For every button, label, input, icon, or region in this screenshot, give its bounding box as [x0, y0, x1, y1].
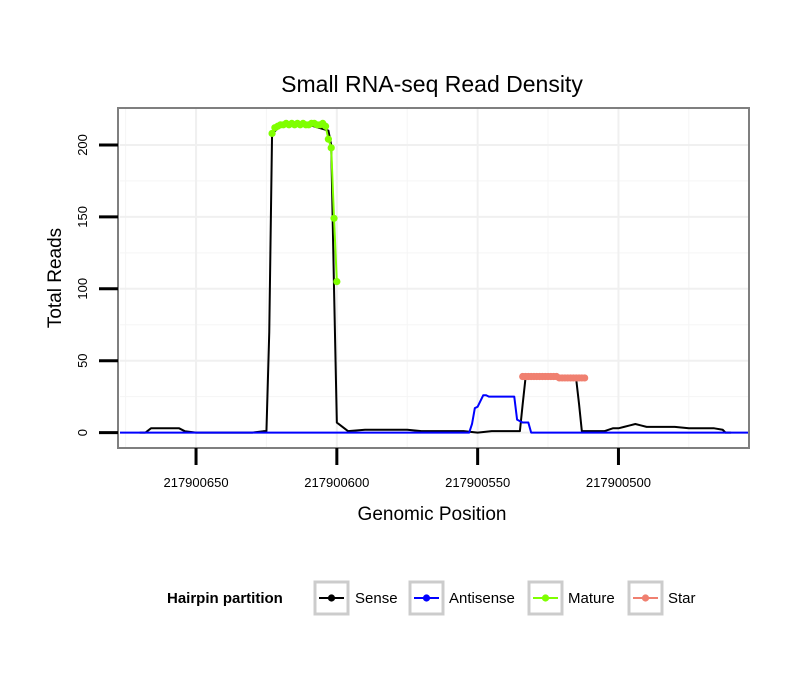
- x-axis-title: Genomic Position: [358, 504, 507, 525]
- data-point-star: [581, 374, 589, 382]
- legend-title: Hairpin partition: [167, 590, 283, 607]
- chart-title: Small RNA-seq Read Density: [281, 71, 583, 97]
- legend-label-star: Star: [668, 590, 696, 607]
- plot-panel: [117, 107, 750, 449]
- legend-key-point-sense: [327, 594, 336, 602]
- data-point-mature: [330, 214, 338, 222]
- y-axis-title: Total Reads: [45, 228, 66, 328]
- legend: Hairpin partition Sense Antisense Mature St…: [167, 580, 696, 616]
- series-points: [268, 119, 589, 382]
- data-point-mature: [327, 144, 335, 152]
- y-tick-label: 150: [75, 206, 90, 228]
- y-tick-label: 50: [75, 353, 90, 367]
- legend-key-point-mature: [541, 594, 550, 602]
- minor-gridlines: [120, 109, 748, 447]
- y-tick-label: 100: [75, 278, 90, 300]
- y-axis-ticks: 0 50 100 150 200: [75, 134, 118, 436]
- series-line-sense: [139, 123, 732, 434]
- x-tick-label: 217900500: [586, 475, 651, 490]
- data-point-mature: [333, 277, 341, 286]
- y-tick-label: 200: [75, 134, 90, 156]
- x-tick-label: 217900650: [163, 475, 228, 490]
- x-tick-label: 217900600: [304, 475, 369, 490]
- legend-label-mature: Mature: [568, 590, 615, 607]
- legend-key-point-antisense: [422, 594, 431, 602]
- series-line-antisense: [120, 394, 748, 434]
- legend-label-antisense: Antisense: [449, 590, 515, 607]
- x-tick-label: 217900550: [445, 475, 510, 490]
- legend-label-sense: Sense: [355, 590, 398, 607]
- y-tick-label: 0: [75, 429, 90, 436]
- x-axis-ticks: 217900650 217900600 217900550 217900500: [163, 448, 651, 490]
- data-point-mature: [321, 122, 330, 130]
- data-point-mature: [268, 129, 276, 138]
- legend-key-point-star: [641, 594, 650, 602]
- data-point-mature: [324, 135, 332, 143]
